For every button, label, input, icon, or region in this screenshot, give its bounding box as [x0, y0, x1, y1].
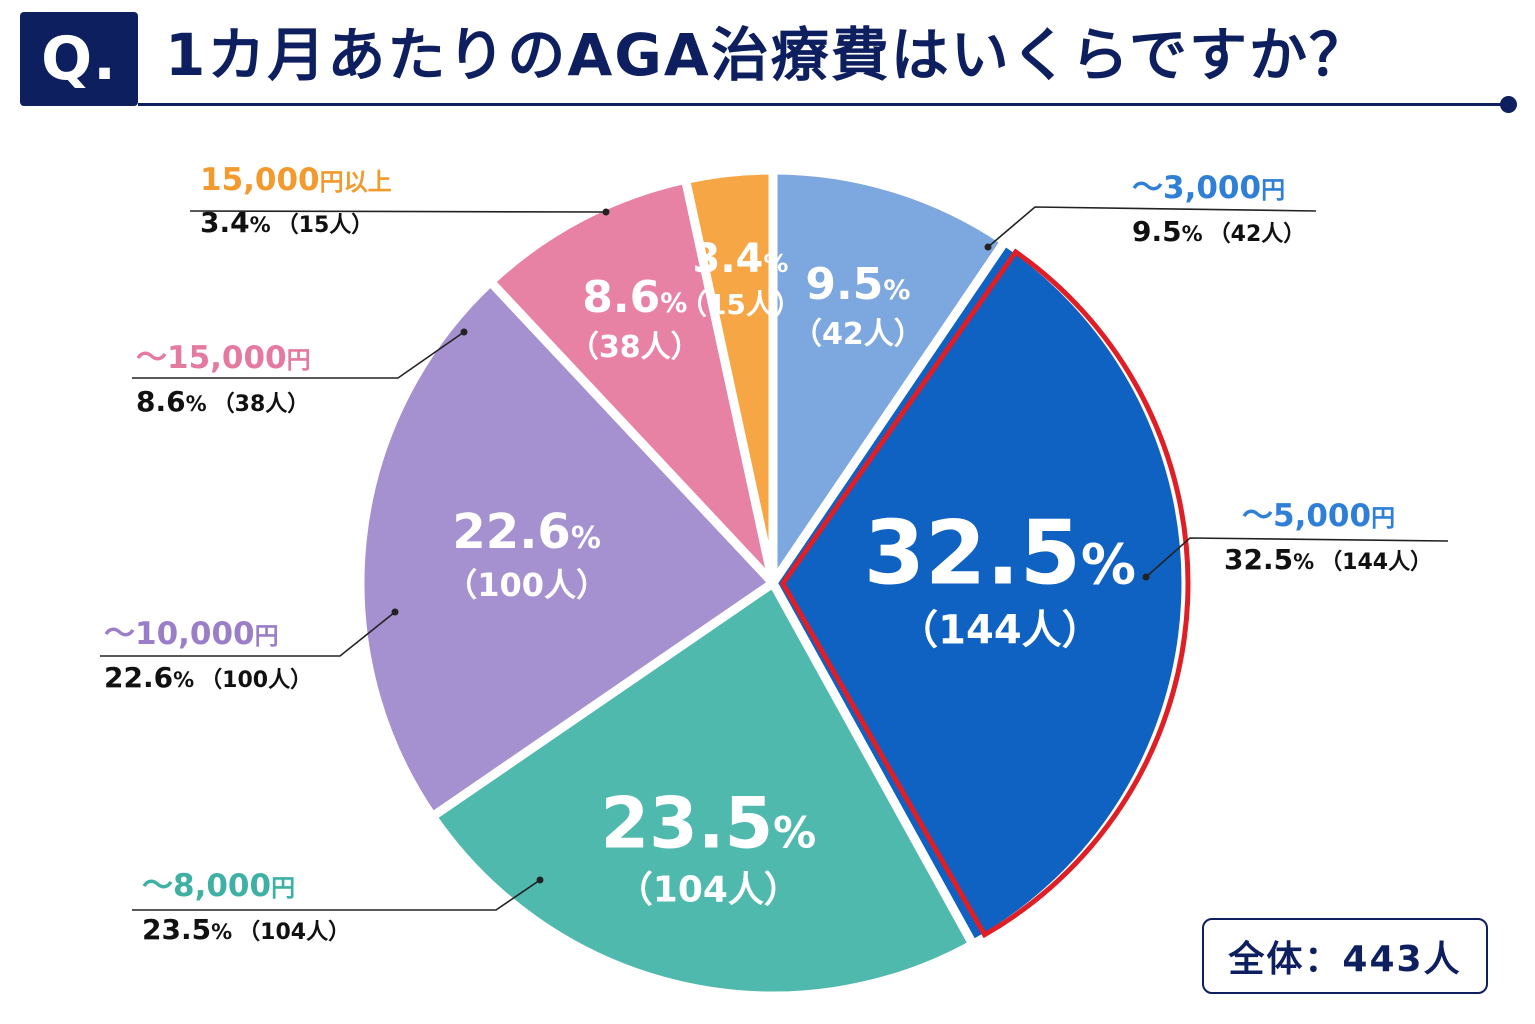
slice-percent-label: 9.5% [805, 259, 910, 310]
callout-leader-line [132, 331, 465, 379]
callout-value: 22.6% （100人） [104, 661, 313, 694]
callout-value: 8.6% （38人） [136, 385, 310, 418]
slice-count-label: （38人） [569, 330, 701, 365]
pie-slice [681, 165, 778, 588]
slice-percent-label: 8.6% [582, 272, 687, 323]
slice-labels: 9.5% （42人） 32.5%（144人） 23.5% （104人） 22.6% （100… [445, 236, 1136, 910]
callout-category: 〜5,000円 [1242, 498, 1396, 534]
callout-category: 15,000円以上 [200, 162, 392, 198]
header: Q. 1カ月あたりのAGA治療費はいくらですか？ [0, 0, 1535, 120]
callout-leader-dot [460, 328, 468, 336]
callout-leader-lines [100, 206, 1449, 911]
page-title: 1カ月あたりのAGA治療費はいくらですか？ [165, 21, 1369, 89]
slice-percent-label: 3.4% [692, 236, 788, 282]
slice-count-label: （104人） [617, 869, 800, 910]
callout-category: 〜10,000円 [104, 616, 279, 652]
callout-leader-dot [602, 208, 610, 216]
callout-leader-dot [391, 608, 399, 616]
highlight-outline [780, 248, 1191, 939]
callout-leader-dot [536, 876, 544, 884]
slice-count-label: （42人） [792, 317, 924, 352]
pie-slice [355, 277, 778, 822]
callout-leader-line [100, 611, 396, 657]
total-respondents-badge: 全体：443人 [1202, 918, 1488, 994]
callout-leader-line [189, 210, 607, 213]
callout-leader-dot [1142, 573, 1150, 581]
callout-leader-line [132, 879, 541, 911]
highlight-border [780, 248, 1191, 939]
callout-category: 〜8,000円 [142, 868, 296, 904]
callout-15000-plus: 15,000円以上 3.4% （15人） [200, 162, 392, 239]
slice-count-label: （100人） [445, 566, 608, 604]
callout-8000: 〜8,000円 23.5% （104人） [142, 860, 350, 946]
callout-15000: 〜15,000円 8.6% （38人） [136, 332, 311, 418]
pie-slice [427, 578, 978, 1001]
callout-leader-line [987, 206, 1317, 248]
callout-leader-dot [984, 243, 992, 251]
pie-slices [355, 165, 1191, 1001]
title-underline-dot [1500, 96, 1517, 113]
title-underline [138, 103, 1510, 106]
callout-category: 〜15,000円 [136, 340, 311, 376]
pie-slice [768, 165, 1010, 588]
slice-count-label: （15人） [679, 288, 802, 321]
question-badge: Q. [20, 12, 138, 106]
slice-percent-label: 23.5% [600, 782, 816, 864]
callout-value: 32.5% （144人） [1224, 543, 1433, 576]
callout-value: 3.4% （15人） [200, 206, 374, 239]
slice-percent-label: 22.6% [452, 504, 601, 560]
slice-percent-label: 32.5% [864, 501, 1136, 604]
callout-value: 9.5% （42人） [1132, 215, 1306, 248]
callout-3000: 〜3,000円 9.5% （42人） [1132, 162, 1305, 248]
callout-category: 〜3,000円 [1132, 170, 1286, 206]
slice-count-label: （144人） [898, 607, 1102, 653]
callout-10000: 〜10,000円 22.6% （100人） [104, 608, 312, 694]
callout-leader-line [1145, 537, 1449, 578]
callout-value: 23.5% （104人） [142, 913, 351, 946]
callout-5000: 〜5,000円 32.5% （144人） [1224, 490, 1432, 576]
pie-slice [486, 174, 778, 588]
